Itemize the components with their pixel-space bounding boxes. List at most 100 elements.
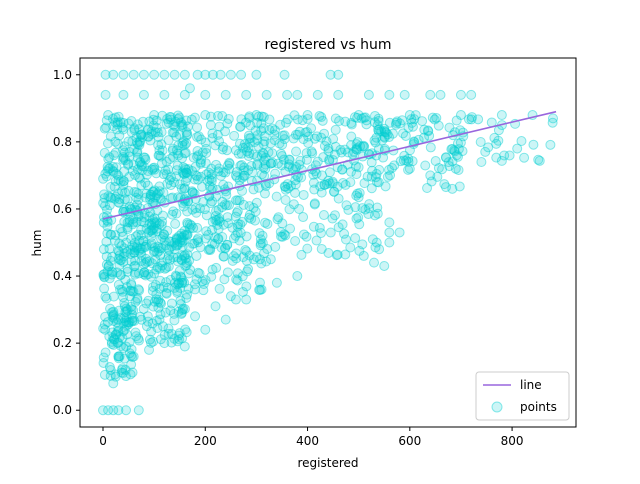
scatter-point	[217, 111, 228, 122]
scatter-point	[165, 305, 176, 316]
scatter-point	[178, 136, 189, 147]
scatter-point	[207, 216, 218, 227]
scatter-point	[119, 141, 130, 152]
scatter-point	[296, 249, 307, 260]
scatter-point	[123, 319, 134, 330]
scatter-point	[382, 129, 393, 140]
scatter-point	[131, 147, 142, 158]
scatter-point	[162, 113, 173, 124]
scatter-point	[237, 185, 248, 196]
scatter-point	[431, 112, 442, 123]
scatter-point	[397, 115, 408, 126]
scatter-point	[419, 132, 430, 143]
scatter-point	[117, 226, 128, 237]
scatter-point	[138, 89, 149, 100]
scatter-point	[200, 158, 211, 169]
scatter-point	[108, 339, 119, 350]
scatter-point	[353, 212, 364, 223]
scatter-point	[174, 328, 185, 339]
scatter-point	[220, 89, 231, 100]
scatter-point	[171, 233, 182, 244]
scatter-point	[141, 223, 152, 234]
scatter-point	[123, 158, 134, 169]
scatter-point	[336, 147, 347, 158]
scatter-point	[227, 255, 238, 266]
scatter-point	[110, 369, 121, 380]
scatter-point	[292, 129, 303, 140]
scatter-point	[179, 139, 190, 150]
scatter-point	[207, 128, 218, 139]
scatter-point	[147, 318, 158, 329]
scatter-point	[173, 140, 184, 151]
scatter-point	[138, 269, 149, 280]
scatter-point	[466, 112, 477, 123]
scatter-point	[222, 239, 233, 250]
scatter-point	[267, 123, 278, 134]
scatter-point	[222, 118, 233, 129]
scatter-point	[115, 284, 126, 295]
scatter-point	[241, 294, 252, 305]
scatter-point	[170, 270, 181, 281]
scatter-point	[114, 238, 125, 249]
scatter-point	[377, 135, 388, 146]
scatter-point	[281, 117, 292, 128]
scatter-point	[149, 69, 160, 80]
scatter-point	[125, 285, 136, 296]
scatter-point	[124, 217, 135, 228]
scatter-point	[244, 250, 255, 261]
scatter-point	[491, 152, 502, 163]
scatter-point	[126, 256, 137, 267]
scatter-point	[125, 369, 136, 380]
scatter-point	[259, 136, 270, 147]
scatter-point	[148, 281, 159, 292]
scatter-point	[171, 240, 182, 251]
scatter-point	[294, 126, 305, 137]
scatter-point	[125, 244, 136, 255]
scatter-point	[324, 167, 335, 178]
scatter-point	[319, 140, 330, 151]
scatter-point	[126, 115, 137, 126]
scatter-point	[187, 238, 198, 249]
scatter-point	[244, 201, 255, 212]
scatter-point	[399, 89, 410, 100]
scatter-point	[174, 112, 185, 123]
scatter-point	[180, 163, 191, 174]
scatter-point	[134, 235, 145, 246]
scatter-point	[264, 125, 275, 136]
scatter-point	[153, 294, 164, 305]
scatter-point	[200, 233, 211, 244]
scatter-point	[406, 117, 417, 128]
scatter-point	[106, 192, 117, 203]
scatter-point	[199, 204, 210, 215]
scatter-point	[283, 161, 294, 172]
scatter-point	[504, 150, 515, 161]
scatter-point	[153, 140, 164, 151]
scatter-point	[347, 149, 358, 160]
scatter-point	[254, 277, 265, 288]
scatter-point	[327, 176, 338, 187]
scatter-point	[195, 171, 206, 182]
scatter-point	[116, 255, 127, 266]
scatter-point	[255, 234, 266, 245]
scatter-point	[101, 115, 112, 126]
scatter-point	[193, 267, 204, 278]
scatter-point	[203, 244, 214, 255]
scatter-point	[206, 169, 217, 180]
scatter-point	[190, 311, 201, 322]
scatter-point	[117, 363, 128, 374]
scatter-point	[101, 251, 112, 262]
scatter-point	[323, 143, 334, 154]
scatter-point	[126, 233, 137, 244]
scatter-point	[373, 124, 384, 135]
scatter-point	[175, 295, 186, 306]
scatter-point	[100, 311, 111, 322]
scatter-point	[113, 138, 124, 149]
scatter-point	[116, 367, 127, 378]
scatter-point	[154, 243, 165, 254]
scatter-point	[211, 215, 222, 226]
scatter-point	[114, 130, 125, 141]
scatter-point	[259, 155, 270, 166]
scatter-point	[337, 164, 348, 175]
scatter-point	[255, 284, 266, 295]
scatter-point	[409, 114, 420, 125]
